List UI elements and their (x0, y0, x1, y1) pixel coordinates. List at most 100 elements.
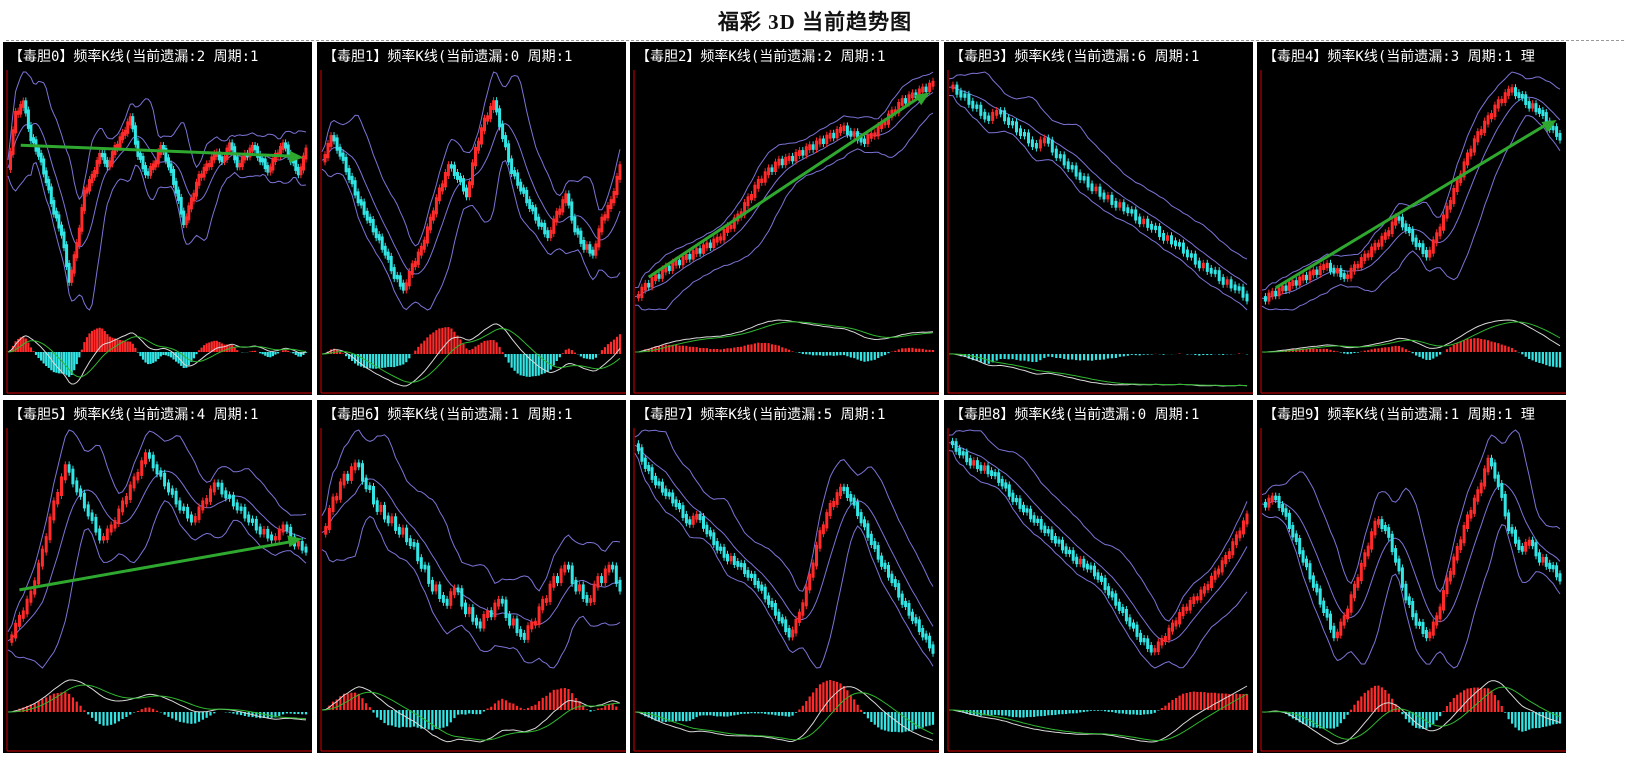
candle-body (636, 443, 640, 452)
candle-body (437, 187, 441, 202)
candle-body (67, 263, 71, 283)
candle-body (1030, 139, 1034, 148)
candle-body (1503, 92, 1507, 103)
candle-body (192, 192, 196, 202)
candle-body (394, 516, 398, 531)
candle-body (151, 454, 155, 469)
candle-body (1400, 567, 1404, 588)
candle-body (75, 480, 79, 493)
candle-body (1213, 570, 1217, 580)
candle-body (1096, 572, 1100, 580)
chart-svg (947, 428, 1253, 752)
chart-panel-5[interactable]: 【毒胆5】频率K线(当前遗漏:4 周期:1 (3, 400, 312, 753)
candle-body (1192, 596, 1196, 604)
candle-body (1332, 267, 1336, 274)
candle-body (284, 142, 288, 149)
candle-body (592, 583, 596, 603)
candle-body (719, 236, 723, 241)
candle-body (1466, 152, 1469, 166)
chart-panel-7[interactable]: 【毒胆7】频率K线(当前遗漏:5 周期:1 (630, 400, 939, 753)
candle-body (1138, 216, 1142, 225)
chart-panel-4[interactable]: 【毒胆4】频率K线(当前遗漏:3 周期:1 理 (1257, 42, 1566, 395)
candle-body (963, 93, 967, 98)
candle-body (52, 500, 56, 521)
candle-body (667, 265, 671, 272)
candle-body (489, 106, 493, 120)
candle-body (1089, 565, 1093, 570)
candle-body (1503, 493, 1507, 517)
candle-body (965, 451, 969, 463)
candle-body (688, 254, 692, 260)
candle-body (804, 146, 808, 156)
candle-body (1294, 533, 1298, 542)
candle-body (44, 536, 48, 553)
candle-body (103, 153, 107, 164)
candle-body (121, 131, 125, 141)
candle-body (1163, 636, 1167, 643)
candle-body (1527, 539, 1531, 546)
macd-dif-line (1261, 680, 1561, 745)
candle-body (534, 207, 538, 221)
candle-body (1329, 613, 1332, 630)
candle-body (1311, 575, 1315, 588)
candle-body (477, 140, 480, 151)
candle-body (832, 132, 836, 139)
chart-panel-8[interactable]: 【毒胆8】频率K线(当前遗漏:0 周期:1 (944, 400, 1253, 753)
candle-body (331, 496, 335, 512)
candle-body (1414, 613, 1418, 626)
candle-body (1380, 519, 1384, 529)
candle-body (189, 514, 193, 523)
candle-body (247, 514, 251, 523)
candle-body (866, 134, 870, 145)
candle-body (585, 595, 589, 603)
candle-body (967, 93, 971, 105)
candle-body (732, 555, 736, 565)
candle-body (341, 152, 345, 161)
candle-body (910, 611, 914, 622)
candle-body (413, 260, 417, 268)
candle-body (170, 488, 174, 495)
candle-body (1514, 87, 1517, 97)
candle-body (1042, 137, 1046, 144)
panel-title: 【毒胆2】频率K线(当前遗漏:2 周期:1 (636, 49, 886, 65)
candle-body (1435, 232, 1439, 244)
candle-body (40, 548, 44, 567)
candle-body (951, 84, 955, 90)
candle-body (279, 145, 282, 157)
chart-panel-3[interactable]: 【毒胆3】频率K线(当前遗漏:6 周期:1 (944, 42, 1253, 395)
macd-dea-line (321, 328, 621, 383)
candle-body (600, 576, 604, 584)
candle-body (179, 196, 183, 215)
candle-body (1156, 641, 1160, 653)
candle-body (1034, 143, 1038, 149)
chart-panel-1[interactable]: 【毒胆1】频率K线(当前遗漏:0 周期:1 (317, 42, 626, 395)
chart-panel-2[interactable]: 【毒胆2】频率K线(当前遗漏:2 周期:1 (630, 42, 939, 395)
candle-body (931, 80, 935, 87)
candle-body (1011, 121, 1015, 126)
bollinger-mid-line (321, 123, 621, 275)
candle-body (359, 199, 363, 206)
candle-body (576, 228, 580, 235)
candle-body (1171, 622, 1174, 632)
candle-body (133, 125, 137, 145)
candle-body (389, 255, 393, 272)
candle-body (1490, 457, 1493, 467)
candle-body (1507, 88, 1511, 97)
candle-body (270, 534, 274, 541)
candle-body (54, 210, 58, 219)
chart-panel-9[interactable]: 【毒胆9】频率K线(当前遗漏:1 周期:1 理 (1257, 400, 1566, 753)
candle-body (835, 492, 839, 505)
candle-body (579, 230, 583, 244)
candle-body (118, 136, 122, 148)
candle-body (801, 602, 805, 616)
candle-body (1407, 596, 1411, 605)
candle-body (193, 516, 197, 523)
candle-body (654, 475, 658, 486)
candle-body (86, 504, 90, 517)
chart-panel-6[interactable]: 【毒胆6】频率K线(当前遗漏:1 周期:1 (317, 400, 626, 753)
candle-body (1245, 293, 1249, 302)
chart-panel-0[interactable]: 【毒胆0】频率K线(当前遗漏:2 周期:1 (3, 42, 312, 395)
candle-body (1377, 519, 1380, 525)
candle-body (1098, 186, 1102, 197)
candle-body (243, 152, 247, 161)
